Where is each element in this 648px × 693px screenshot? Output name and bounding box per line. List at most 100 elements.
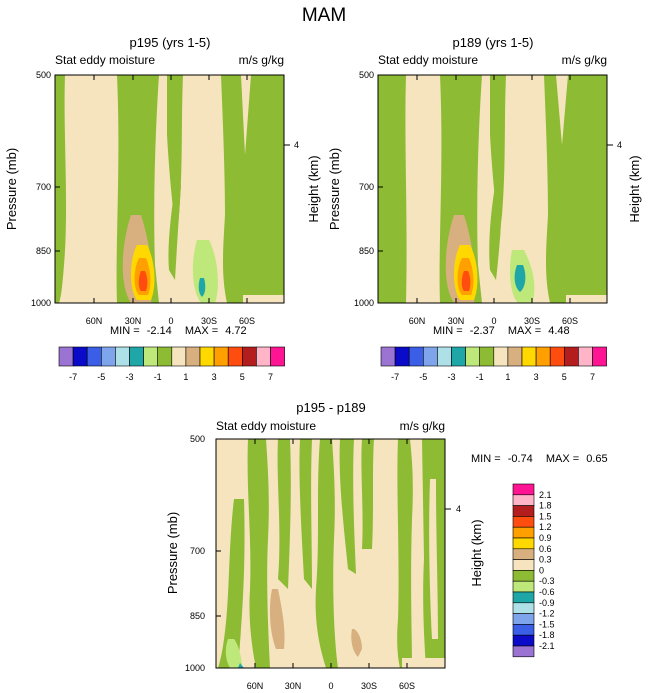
colorbar-label: 0.9 [539,533,552,543]
x-tick-label: 60S [399,681,415,691]
colorbar-swatch [157,346,173,367]
colorbar-swatch [185,346,201,367]
colorbar-swatch [256,346,271,367]
min-max-stats: MIN = -0.74 MAX = 0.65 [471,453,608,465]
colorbar-label: 7 [268,372,273,382]
colorbar-p189: -7 -5 -3 -1 1 3 5 7 [380,346,607,382]
y-tick-label: 700 [190,546,205,556]
colorbar-swatch [578,346,593,367]
colorbar-label: -1 [154,372,162,382]
colorbar-swatch [493,346,509,367]
panel-units-label: m/s g/kg [239,53,284,67]
x-tick-label: 0 [168,316,173,326]
colorbar-swatch [592,346,607,367]
colorbar-label: 1.8 [539,501,552,511]
x-tick-label: 60S [562,316,578,326]
min-max-stats: MIN = -2.14 MAX = 4.72 [110,325,247,337]
colorbar-swatch [72,346,88,367]
colorbar-swatch [512,505,535,517]
min-value: -0.74 [508,453,533,465]
colorbar-swatch [143,346,159,367]
y-axis: 500 700 850 1000 [31,70,60,308]
colorbar-swatch [512,602,535,614]
colorbar-swatch [512,548,535,560]
colorbar-label: -0.3 [539,576,555,586]
min-value: -2.14 [147,325,172,337]
figure-title: MAM [302,5,346,26]
colorbar-swatch [465,346,481,367]
colorbar-label: 0.6 [539,544,552,554]
colorbar-swatch [563,346,579,367]
colorbar-swatch [394,346,410,367]
y-axis-label: Pressure (mb) [4,148,19,230]
colorbar-swatch [171,346,187,367]
plot-area [378,75,607,303]
colorbar-label: -7 [69,372,77,382]
colorbar-label: -3 [125,372,133,382]
colorbar-swatch [512,613,535,625]
y2-axis-label: Height (km) [469,519,484,586]
y-tick-label: 850 [36,246,51,256]
panel-title: p195 (yrs 1-5) [130,35,211,50]
colorbar-swatch [512,624,535,636]
max-value: 4.72 [225,325,246,337]
colorbar-swatch [199,346,215,367]
colorbar-swatch [129,346,144,367]
panel-p189: p189 (yrs 1-5) Stat eddy moisture m/s g/… [327,35,642,337]
y2-tick-label: 4 [294,140,299,150]
colorbar-label: 5 [562,372,567,382]
colorbar-swatch [512,559,535,571]
colorbar-label: 7 [590,372,595,382]
colorbar-label: -1 [476,372,484,382]
x-axis: 60N 30N 0 30S 60S [409,75,578,326]
plot-frame [54,74,285,304]
x-tick-label: 30S [524,316,540,326]
colorbar-swatch [512,570,535,582]
colorbar-label: -0.9 [539,598,555,608]
x-tick-label: 30N [125,316,142,326]
colorbar-swatch [512,645,535,658]
plot-frame [377,74,608,304]
min-label: MIN = [110,325,140,337]
colorbar-label: 3 [534,372,539,382]
panel-left-label: Stat eddy moisture [55,53,155,67]
y2-axis: 4 [607,140,622,150]
x-tick-label: 30N [448,316,465,326]
y2-axis-label: Height (km) [306,155,321,222]
colorbar-swatch [58,346,74,367]
panel-difference: p195 - p189 Stat eddy moisture m/s g/kg [165,400,608,691]
colorbar-swatch [512,526,535,539]
colorbar-label: 5 [240,372,245,382]
colorbar-label: -7 [391,372,399,382]
x-tick-label: 30S [361,681,377,691]
colorbar-label: 1 [505,372,510,382]
colorbar-label: 0.3 [539,555,552,565]
colorbar-swatch [512,591,535,604]
colorbar-label: -2.1 [539,641,555,651]
max-value: 4.48 [548,325,569,337]
plot-area [216,439,445,668]
colorbar-swatch [270,346,285,367]
min-value: -2.37 [470,325,495,337]
x-tick-label: 0 [491,316,496,326]
y2-tick-label: 4 [617,140,622,150]
panel-left-label: Stat eddy moisture [378,53,478,67]
colorbar-swatch [512,537,535,550]
colorbar-swatch [512,580,535,593]
colorbar-label: -1.8 [539,630,555,640]
colorbar-swatch [521,346,537,367]
panel-units-label: m/s g/kg [400,419,445,433]
colorbar-swatch [437,346,452,367]
x-tick-label: 60N [409,316,426,326]
colorbar-swatch [86,346,102,367]
colorbar-label: -1.2 [539,609,555,619]
x-tick-label: 30N [285,681,302,691]
colorbar-swatch [227,346,243,367]
panel-p195: p195 (yrs 1-5) Stat eddy moisture m/s g/… [4,35,321,337]
colorbar-swatch [213,346,229,367]
colorbar-swatch [512,494,535,506]
max-label: MAX = [508,325,541,337]
y-tick-label: 850 [190,611,205,621]
max-label: MAX = [185,325,218,337]
